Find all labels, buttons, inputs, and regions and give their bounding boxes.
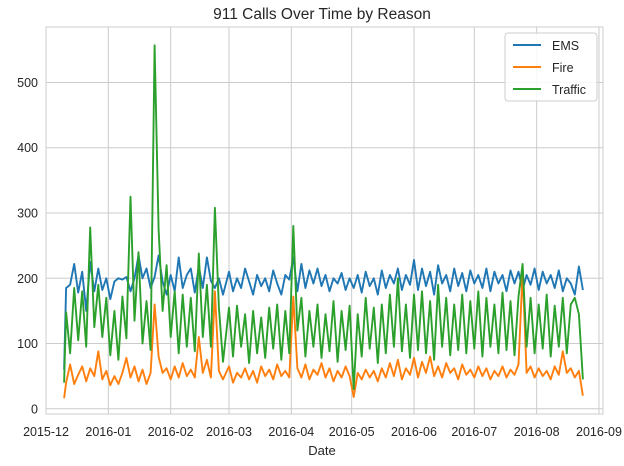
x-axis-title: Date: [308, 443, 335, 458]
x-tick-label: 2016-05: [329, 425, 375, 439]
tick-labels: 0 100 200 300 400 500 2015-12 2016-01 2016-02 201…: [17, 76, 622, 439]
legend-label-ems: EMS: [552, 39, 579, 53]
legend-box: [504, 32, 598, 102]
x-tick-label: 2016-08: [514, 425, 560, 439]
x-tick-label: 2016-03: [206, 425, 252, 439]
series-line-traffic: [63, 44, 584, 391]
x-tick-label: 2016-07: [451, 425, 497, 439]
y-tick-label: 200: [17, 272, 38, 286]
x-tick-label: 2016-06: [391, 425, 437, 439]
y-tick-label: 500: [17, 76, 38, 90]
x-tick-label: 2016-01: [85, 425, 131, 439]
x-tick-label: 2016-02: [148, 425, 194, 439]
legend-label-traffic: Traffic: [552, 83, 586, 97]
x-tick-label: 2016-04: [268, 425, 314, 439]
y-tick-label: 400: [17, 141, 38, 155]
legend-label-fire: Fire: [552, 61, 574, 75]
chart-title: 911 Calls Over Time by Reason: [213, 6, 431, 23]
y-tick-label: 300: [17, 206, 38, 220]
x-tick-label: 2016-09: [576, 425, 622, 439]
legend: EMS Fire Traffic: [504, 32, 598, 102]
series-line-ems: [63, 254, 584, 370]
series-lines: [63, 44, 584, 399]
x-tick-label: 2015-12: [23, 425, 69, 439]
plot-frame: [45, 26, 604, 415]
series-line-fire: [63, 270, 584, 399]
y-tick-label: 0: [31, 402, 38, 416]
y-tick-label: 100: [17, 337, 38, 351]
